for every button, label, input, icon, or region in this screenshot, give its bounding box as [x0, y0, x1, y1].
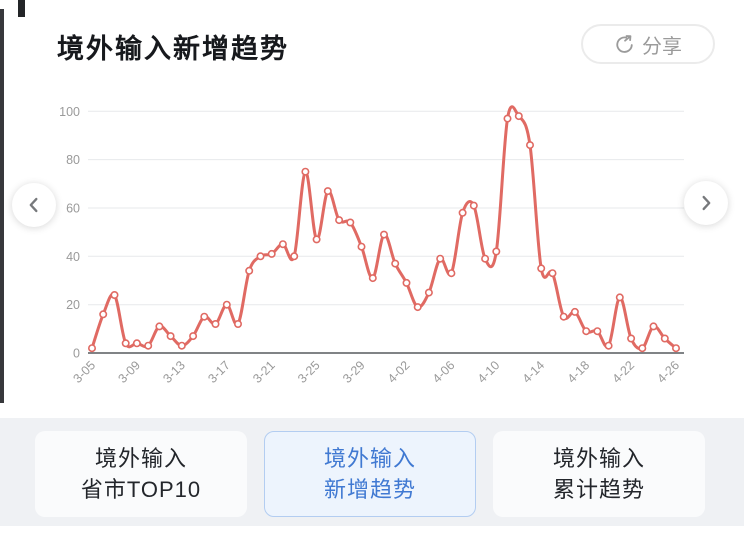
data-point	[570, 307, 579, 316]
data-point	[132, 339, 141, 348]
data-point	[110, 291, 119, 300]
tab-cumulative-trend-line2: 累计趋势	[552, 477, 645, 502]
y-tick-label: 40	[66, 250, 80, 264]
data-point	[155, 322, 164, 331]
data-point	[593, 327, 602, 336]
x-tick-label: 3-25	[295, 358, 323, 386]
x-tick-label: 3-05	[71, 358, 99, 386]
data-point	[144, 341, 153, 350]
tab-new-trend-line2: 新增趋势	[323, 477, 416, 502]
data-point	[458, 208, 467, 217]
data-point	[514, 112, 523, 121]
screen-edge-artifact	[0, 9, 4, 403]
x-tick-label: 3-09	[115, 358, 143, 386]
data-point	[234, 320, 243, 329]
data-point	[604, 341, 613, 350]
data-point	[256, 252, 265, 261]
data-point	[537, 264, 546, 273]
data-point	[312, 235, 321, 244]
data-point	[88, 344, 97, 353]
data-point	[121, 339, 130, 348]
data-point	[335, 216, 344, 225]
data-point	[627, 334, 636, 343]
data-point	[638, 344, 647, 353]
data-point	[166, 332, 175, 341]
y-tick-label: 80	[66, 153, 80, 167]
data-point	[200, 312, 209, 321]
chart-title: 境外输入新增趋势	[57, 34, 289, 64]
data-point	[413, 303, 422, 312]
x-tick-label: 3-21	[250, 358, 278, 386]
x-tick-label: 3-29	[340, 358, 368, 386]
data-point	[660, 334, 669, 343]
share-icon	[614, 34, 635, 55]
corner-artifact	[18, 0, 25, 17]
tab-bar: 境外输入 省市TOP10 境外输入 新增趋势 境外输入 累计趋势	[0, 418, 744, 526]
data-point	[615, 293, 624, 302]
share-button[interactable]: 分享	[581, 24, 715, 64]
y-tick-label: 60	[66, 202, 80, 216]
data-point	[301, 167, 310, 176]
tab-top10-line1: 境外输入	[94, 446, 187, 471]
carousel-next-button[interactable]	[684, 181, 728, 225]
x-tick-label: 3-13	[160, 358, 188, 386]
carousel-prev-button[interactable]	[12, 183, 56, 227]
data-point	[379, 230, 388, 239]
tab-cumulative-trend-line1: 境外输入	[552, 446, 645, 471]
data-point	[559, 312, 568, 321]
data-point	[436, 254, 445, 263]
y-tick-label: 0	[73, 347, 80, 361]
data-point	[671, 344, 680, 353]
tab-new-trend-line1: 境外输入	[323, 446, 416, 471]
data-point	[323, 187, 332, 196]
data-point	[267, 249, 276, 258]
x-tick-label: 4-18	[565, 358, 593, 386]
tab-top10-line2: 省市TOP10	[80, 477, 202, 502]
tab-top10[interactable]: 境外输入 省市TOP10	[35, 431, 247, 517]
chevron-left-icon	[23, 194, 45, 216]
data-point	[525, 141, 534, 150]
data-point	[177, 341, 186, 350]
x-tick-label: 4-02	[385, 358, 413, 386]
data-point	[582, 327, 591, 336]
data-point	[649, 322, 658, 331]
x-tick-label: 4-14	[520, 358, 548, 386]
tab-cumulative-trend[interactable]: 境外输入 累计趋势	[493, 431, 705, 517]
data-point	[99, 310, 108, 319]
share-button-label: 分享	[642, 35, 682, 58]
data-point	[402, 278, 411, 287]
data-point	[357, 242, 366, 251]
x-tick-label: 3-17	[205, 358, 233, 386]
data-point	[346, 218, 355, 227]
trend-line-chart: 0 20 40 60 80 100 3-05 3-09 3-13 3-17 3-21 3-25 3-29…	[59, 105, 684, 386]
x-tick-label: 4-26	[655, 358, 683, 386]
data-point	[548, 269, 557, 278]
data-point	[211, 320, 220, 329]
data-point	[481, 254, 490, 263]
data-point	[447, 269, 456, 278]
x-tick-label: 4-22	[610, 358, 638, 386]
series-line	[90, 105, 678, 351]
data-point	[368, 274, 377, 283]
chevron-right-icon	[695, 192, 717, 214]
data-point	[222, 300, 231, 309]
data-point	[503, 114, 512, 123]
data-point	[391, 259, 400, 268]
data-point	[424, 288, 433, 297]
tab-new-trend[interactable]: 境外输入 新增趋势	[264, 431, 476, 517]
y-tick-label: 100	[59, 105, 80, 119]
data-point	[245, 266, 254, 275]
y-tick-label: 20	[66, 298, 80, 312]
x-tick-label: 4-10	[475, 358, 503, 386]
data-point	[189, 332, 198, 341]
data-point	[492, 247, 501, 256]
data-point	[290, 252, 299, 261]
data-point	[278, 240, 287, 249]
data-point	[469, 201, 478, 210]
x-tick-label: 4-06	[430, 358, 458, 386]
